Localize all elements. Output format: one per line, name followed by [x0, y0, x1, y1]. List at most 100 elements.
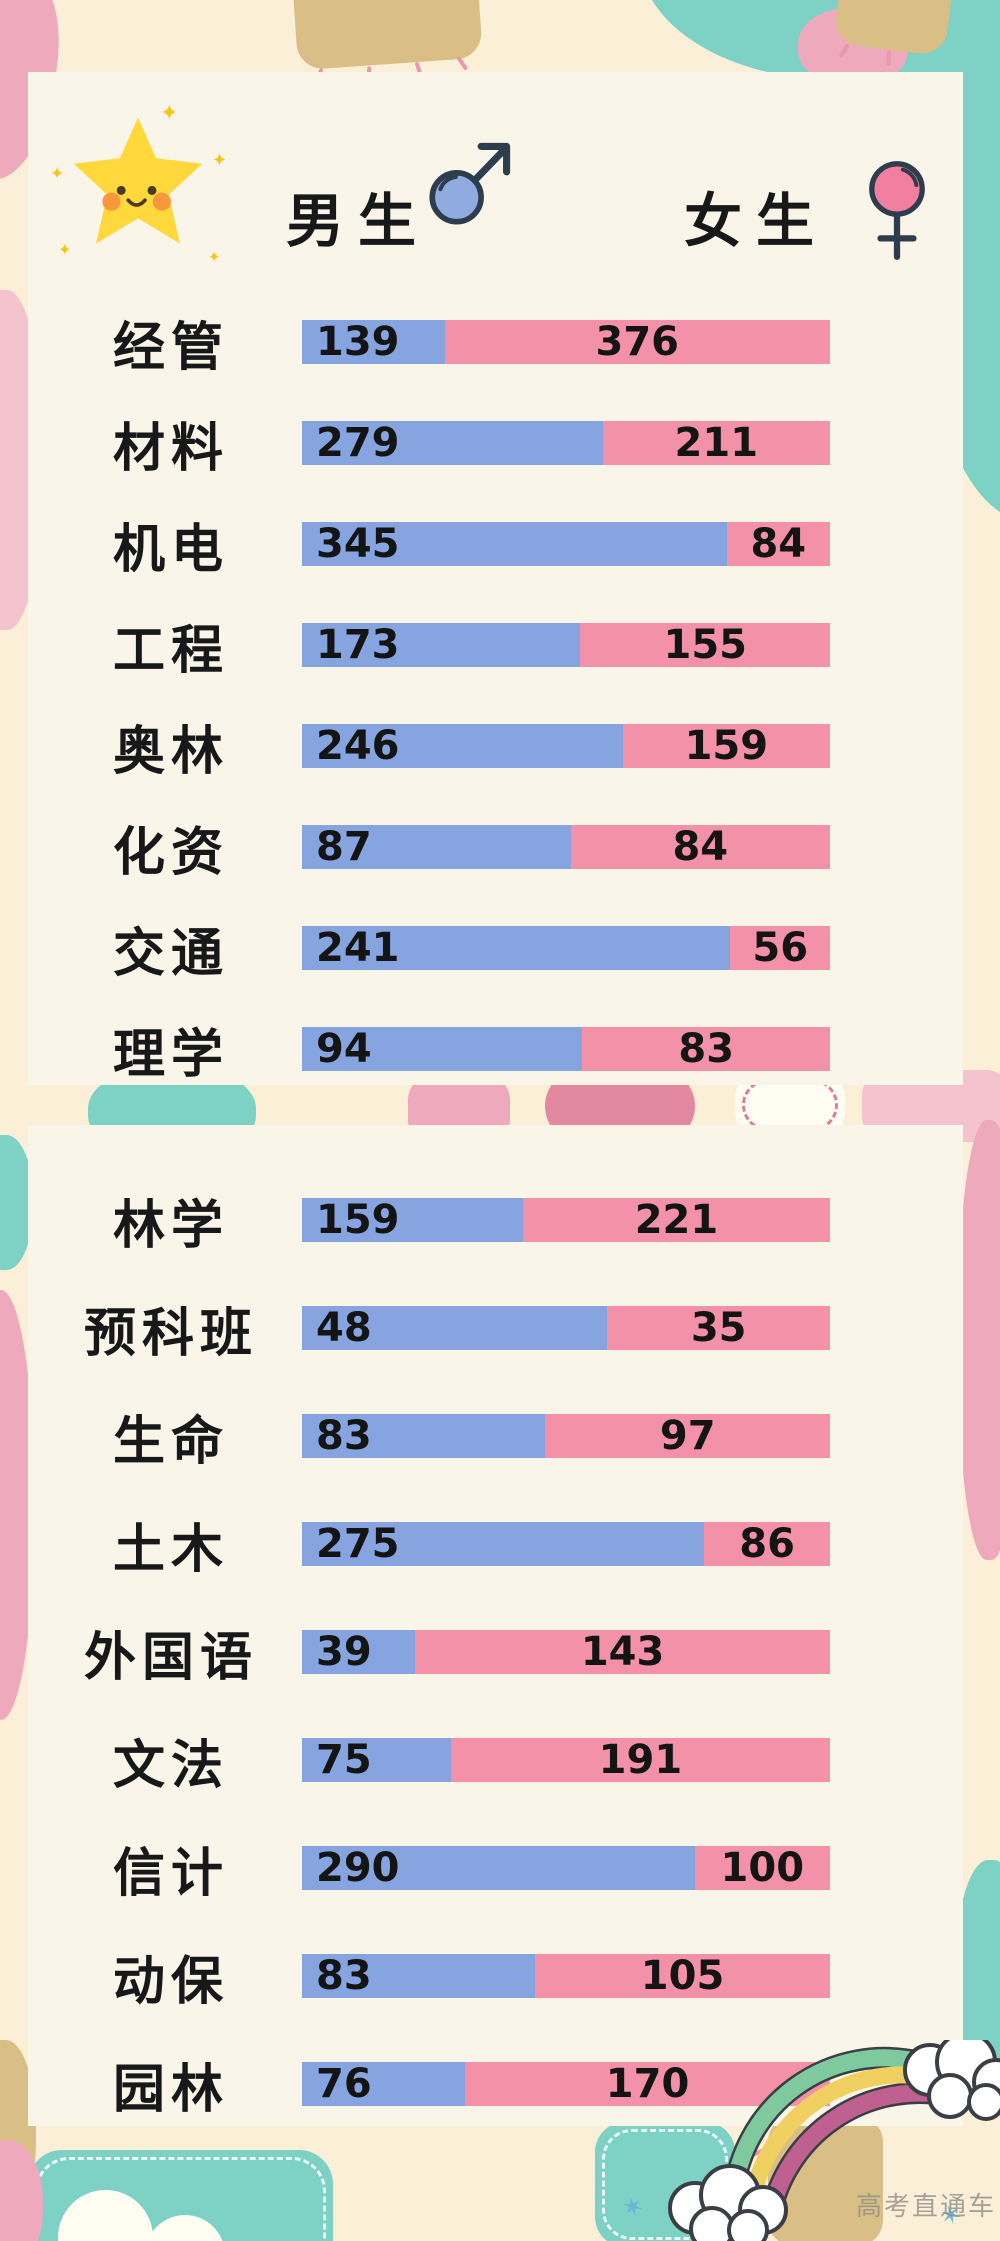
chart-row: 动保 83 105 [40, 1953, 963, 2011]
male-count: 290 [316, 1845, 400, 1891]
chart-row: 园林 76 170 [40, 2061, 963, 2119]
legend-male-label: 男生 [286, 189, 431, 254]
male-count: 246 [316, 723, 400, 769]
stacked-bar: 241 56 [302, 925, 830, 971]
row-label: 化资 [112, 823, 229, 882]
male-count: 87 [316, 824, 372, 870]
row-label: 土木 [112, 1520, 229, 1579]
row-label: 动保 [112, 1952, 229, 2011]
male-bar-segment: 87 [302, 824, 571, 870]
stacked-bar: 275 86 [302, 1521, 830, 1567]
male-bar-segment: 279 [302, 420, 603, 466]
row-label: 机电 [112, 520, 229, 579]
male-bar-segment: 139 [302, 319, 445, 365]
male-count: 139 [316, 319, 400, 365]
female-bar-segment: 105 [535, 1953, 830, 1999]
decor-tan-patch [292, 0, 483, 84]
chart-row: 外国语 39 143 [40, 1629, 963, 1687]
chart-row: 化资 87 84 [40, 824, 963, 882]
male-count: 241 [316, 925, 400, 971]
male-bar-segment: 290 [302, 1845, 695, 1891]
chart-row: 交通 241 56 [40, 925, 963, 983]
row-label: 工程 [112, 621, 229, 680]
female-count: 35 [690, 1305, 747, 1351]
chart-row: 机电 345 84 [40, 521, 963, 579]
chart-row: 工程 173 155 [40, 622, 963, 680]
row-label: 奥林 [112, 722, 229, 781]
row-label: 文法 [112, 1736, 229, 1795]
female-count: 159 [684, 723, 769, 769]
female-bar-segment: 83 [582, 1026, 830, 1072]
stacked-bar: 83 105 [302, 1953, 830, 1999]
stacked-bar: 75 191 [302, 1737, 830, 1783]
male-count: 83 [316, 1413, 372, 1459]
female-bar-segment: 159 [622, 723, 830, 769]
row-label: 材料 [112, 419, 229, 478]
chart-row: 预科班 48 35 [40, 1305, 963, 1363]
male-bar-segment: 39 [302, 1629, 416, 1675]
chart-row: 材料 279 211 [40, 420, 963, 478]
female-count: 211 [674, 420, 759, 466]
rows-card-1: 经管 139 376 材料 279 211 机电 345 84 工程 173 155 奥林 246 159 化… [40, 319, 963, 1128]
rainbow-icon [668, 2040, 1000, 2241]
chart-row: 理学 94 83 [40, 1026, 963, 1084]
stacked-bar: 76 170 [302, 2061, 830, 2107]
chart-row: 奥林 246 159 [40, 723, 963, 781]
row-label: 信计 [112, 1844, 229, 1903]
female-bar-segment: 56 [730, 925, 830, 971]
stacked-bar: 83 97 [302, 1413, 830, 1459]
male-count: 39 [316, 1629, 372, 1675]
male-bar-segment: 241 [302, 925, 731, 971]
male-bar-segment: 246 [302, 723, 623, 769]
stacked-bar: 48 35 [302, 1305, 830, 1351]
female-count: 221 [634, 1197, 719, 1243]
female-count: 84 [750, 521, 807, 567]
male-bar-segment: 76 [302, 2061, 466, 2107]
female-bar-segment: 143 [415, 1629, 830, 1675]
chart-row: 生命 83 97 [40, 1413, 963, 1471]
male-count: 173 [316, 622, 400, 668]
sparkle-icon: ✦ [208, 249, 221, 266]
female-bar-segment: 191 [450, 1737, 830, 1783]
female-symbol-icon [869, 161, 925, 260]
female-count: 376 [595, 319, 679, 365]
star-face-icon: ✦ ✦ ✦ ✦ ✦ [50, 98, 227, 273]
decor-pink-blob [0, 2140, 43, 2241]
stacked-bar: 279 211 [302, 420, 830, 466]
row-label: 生命 [112, 1412, 229, 1471]
row-label: 预科班 [83, 1304, 258, 1363]
chart-row: 信计 290 100 [40, 1845, 963, 1903]
male-count: 94 [316, 1026, 372, 1072]
female-count: 100 [720, 1845, 805, 1891]
stacked-bar: 290 100 [302, 1845, 830, 1891]
male-bar-segment: 159 [302, 1197, 523, 1243]
row-label: 园林 [112, 2060, 229, 2119]
female-count: 191 [598, 1737, 683, 1783]
stacked-bar: 139 376 [302, 319, 830, 365]
cloud-icon [903, 2040, 1000, 2121]
sparkle-icon: ✦ [58, 242, 72, 259]
female-bar-segment: 100 [694, 1845, 830, 1891]
male-count: 75 [316, 1737, 372, 1783]
female-bar-segment: 35 [607, 1305, 830, 1351]
row-label: 经管 [112, 318, 229, 377]
male-count: 83 [316, 1953, 372, 1999]
watermark-text: 高考直通车 [856, 2191, 997, 2221]
male-bar-segment: 345 [302, 521, 727, 567]
decor-pink-blob [958, 1120, 1000, 1560]
male-count: 275 [316, 1521, 400, 1567]
sparkle-icon: ✦ [212, 150, 228, 170]
row-label: 外国语 [83, 1628, 258, 1687]
legend-female-label: 女生 [684, 189, 829, 254]
female-count: 105 [640, 1953, 725, 1999]
female-count: 170 [605, 2061, 690, 2107]
row-label: 交通 [112, 924, 229, 983]
sparkle-icon: ✦ [50, 164, 65, 183]
cloud-icon [668, 2164, 788, 2241]
female-bar-segment: 97 [545, 1413, 830, 1459]
male-bar-segment: 83 [302, 1953, 536, 1999]
female-count: 56 [752, 925, 809, 971]
male-count: 279 [316, 420, 400, 466]
chart-row: 经管 139 376 [40, 319, 963, 377]
